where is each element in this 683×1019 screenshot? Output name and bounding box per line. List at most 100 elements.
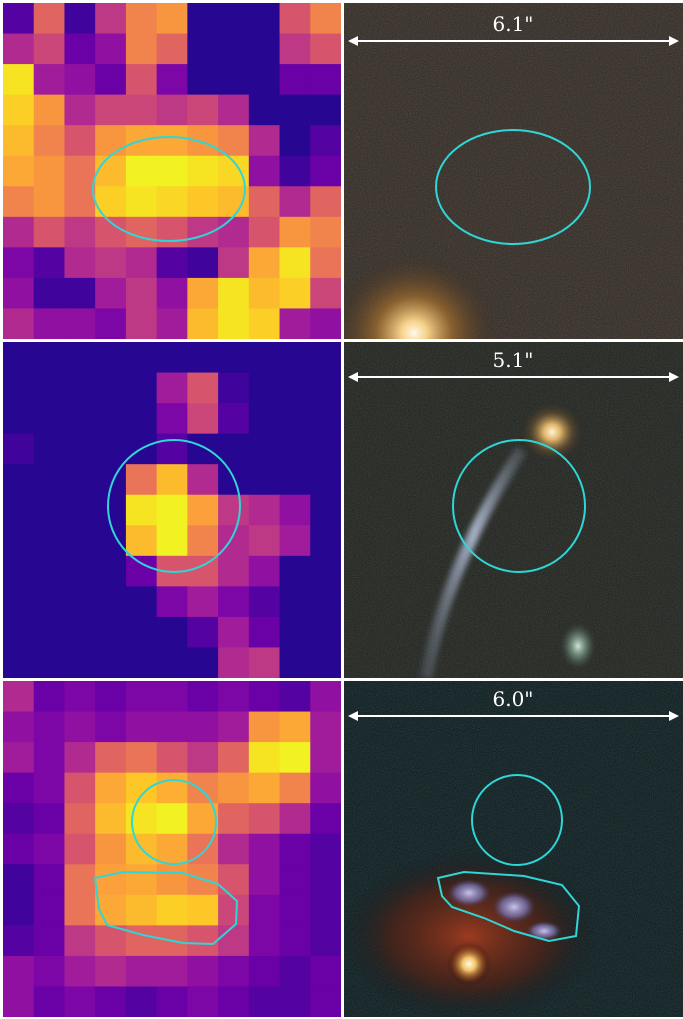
heatmap-pixel	[279, 186, 311, 218]
heatmap-pixel	[187, 681, 219, 713]
heatmap-pixel	[3, 803, 35, 835]
heatmap-pixel	[187, 894, 219, 926]
heatmap-pixel	[218, 494, 250, 526]
heatmap-pixel	[248, 433, 281, 465]
heatmap-pixel	[64, 342, 96, 374]
heatmap-pixel	[3, 64, 35, 96]
heatmap-pixel	[64, 3, 96, 35]
scale-bar-2	[348, 372, 679, 382]
heatmap-pixel	[156, 742, 188, 774]
heatmap-pixel	[310, 955, 341, 988]
heatmap-pixel	[218, 925, 250, 957]
aperture-circle-2	[107, 439, 241, 573]
heatmap-pixel	[187, 711, 219, 743]
heatmap-pixel	[64, 647, 96, 678]
heatmap-pixel	[33, 833, 66, 865]
heatmap-pixel	[125, 711, 158, 743]
heatmap-pixel	[3, 372, 35, 404]
heatmap-pixel	[95, 94, 127, 126]
heatmap-pixel	[125, 247, 158, 279]
heatmap-pixel	[248, 525, 281, 557]
heatmap-pixel	[279, 216, 311, 248]
heatmap-pixel	[3, 464, 35, 496]
heatmap-pixel	[279, 616, 311, 649]
heatmap-pixel	[156, 464, 188, 496]
heatmap-pixel	[95, 372, 127, 404]
heatmap-pixel	[279, 94, 311, 126]
heatmap-pixel	[3, 33, 35, 65]
heatmap-pixel	[33, 433, 66, 465]
heatmap-pixel	[218, 372, 250, 404]
heatmap-pixel	[64, 864, 96, 896]
heatmap-pixel	[3, 494, 35, 526]
heatmap-pixel	[156, 833, 188, 865]
heatmap-pixel	[248, 464, 281, 496]
heatmap-pixel	[33, 525, 66, 557]
heatmap-pixel	[33, 155, 66, 187]
heatmap-pixel	[3, 247, 35, 279]
heatmap-pixel	[218, 3, 250, 35]
heatmap-pixel	[33, 403, 66, 435]
heatmap-pixel	[187, 64, 219, 96]
heatmap-pixel	[125, 525, 158, 557]
heatmap-pixel	[33, 464, 66, 496]
heatmap-pixel	[279, 955, 311, 988]
heatmap-pixel	[248, 955, 281, 988]
heatmap-pixel	[64, 525, 96, 557]
aperture-ellipse-sky-1	[435, 129, 591, 245]
heatmap-pixel	[156, 864, 188, 896]
sky-image-1: 6.1"	[344, 3, 683, 339]
heatmap-pixel	[218, 277, 250, 310]
heatmap-pixel	[3, 955, 35, 988]
heatmap-pixel	[218, 986, 250, 1017]
heatmap-pixel	[64, 616, 96, 649]
heatmap-pixel	[33, 494, 66, 526]
heatmap-pixel	[156, 525, 188, 557]
heatmap-pixel	[33, 64, 66, 96]
heatmap-pixel	[64, 277, 96, 310]
heatmap-pixel	[187, 372, 219, 404]
heatmap-pixel	[95, 555, 127, 587]
heatmap-pixel	[95, 403, 127, 435]
heatmap-pixel	[218, 681, 250, 713]
heatmap-pixel	[187, 216, 219, 248]
heatmap-pixel	[3, 403, 35, 435]
heatmap-pixel	[279, 986, 311, 1017]
heatmap-pixel	[187, 464, 219, 496]
heatmap-pixel	[95, 464, 127, 496]
heatmap-pixel	[248, 555, 281, 587]
heatmap-pixel	[64, 586, 96, 618]
heatmap-pixel	[218, 955, 250, 988]
heatmap-pixel	[125, 277, 158, 310]
heatmap-pixel	[95, 647, 127, 678]
heatmap-pixel	[95, 277, 127, 310]
heatmap-pixel	[33, 94, 66, 126]
heatmap-pixel	[218, 342, 250, 374]
heatmap-pixel	[95, 125, 127, 157]
heatmap-pixel	[64, 464, 96, 496]
heatmap-pixel	[64, 494, 96, 526]
heatmap-pixel	[218, 125, 250, 157]
heatmap-pixel	[248, 742, 281, 774]
heatmap-pixel	[3, 864, 35, 896]
heatmap-pixel	[218, 586, 250, 618]
heatmap-pixel	[95, 64, 127, 96]
aperture-circle-sky-3	[471, 774, 563, 866]
heatmap-pixel	[248, 864, 281, 896]
heatmap-pixel	[64, 64, 96, 96]
heatmap-pixel	[95, 681, 127, 713]
heatmap-pixel	[156, 216, 188, 248]
heatmap-pixel	[33, 586, 66, 618]
heatmap-pixel	[156, 803, 188, 835]
scale-label-3: 6.0"	[492, 687, 533, 711]
heatmap-pixel	[125, 3, 158, 35]
heatmap-pixel	[279, 247, 311, 279]
heatmap-pixel	[248, 33, 281, 65]
heatmap-pixel	[218, 403, 250, 435]
heatmap-pixel	[248, 125, 281, 157]
heatmap-pixel	[33, 3, 66, 35]
heatmap-pixel	[279, 681, 311, 713]
heatmap-pixel	[95, 803, 127, 835]
heatmap-pixel	[279, 647, 311, 678]
aperture-circle-sky-2	[452, 439, 586, 573]
